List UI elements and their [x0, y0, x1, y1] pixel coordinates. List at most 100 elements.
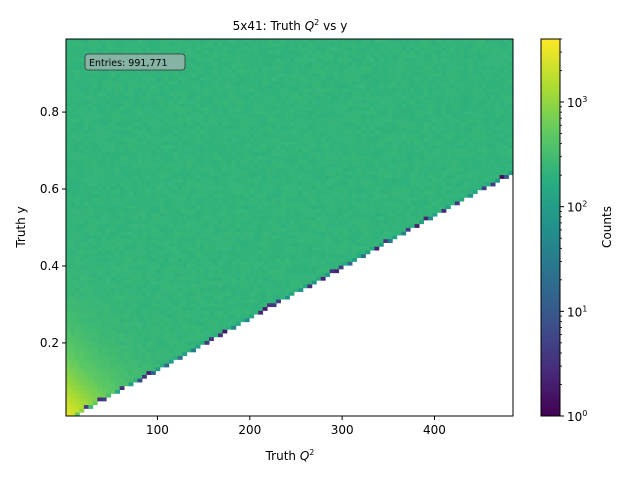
heatmap-cell — [124, 299, 129, 304]
heatmap-cell — [155, 216, 161, 221]
heatmap-cell — [338, 219, 344, 225]
heatmap-cell — [258, 125, 264, 130]
heatmap-cell — [155, 133, 161, 138]
heatmap-cell — [200, 170, 205, 176]
heatmap-cell — [285, 118, 290, 123]
heatmap-cell — [240, 208, 246, 213]
heatmap-cell — [253, 253, 259, 259]
heatmap-cell — [195, 155, 201, 161]
heatmap-cell — [150, 268, 156, 274]
heatmap-cell — [267, 106, 273, 112]
heatmap-cell — [97, 329, 103, 334]
heatmap-cell — [168, 110, 174, 115]
heatmap-cell — [276, 121, 281, 127]
heatmap-cell — [213, 333, 219, 338]
heatmap-cell — [329, 106, 335, 112]
heatmap-cell — [182, 118, 188, 123]
heatmap-cell — [74, 355, 80, 360]
heatmap-cell — [258, 197, 264, 202]
heatmap-cell — [200, 333, 205, 338]
heatmap-cell — [124, 223, 129, 228]
heatmap-cell — [280, 110, 286, 115]
heatmap-cell — [92, 69, 98, 74]
heatmap-cell — [92, 42, 98, 47]
heatmap-cell — [200, 91, 205, 96]
heatmap-cell — [133, 238, 138, 243]
heatmap-cell — [195, 291, 201, 296]
heatmap-cell — [329, 95, 335, 100]
heatmap-cell — [258, 103, 264, 108]
heatmap-cell — [74, 389, 80, 394]
heatmap-cell — [200, 99, 205, 104]
heatmap-cell — [217, 197, 223, 202]
heatmap-cell — [302, 186, 308, 191]
heatmap-cell — [124, 378, 129, 383]
heatmap-cell — [110, 174, 116, 179]
heatmap-cell — [164, 363, 170, 368]
heatmap-cell — [271, 69, 277, 74]
heatmap-cell — [137, 88, 143, 93]
heatmap-cell — [311, 238, 317, 243]
heatmap-cell — [182, 99, 188, 104]
heatmap-cell — [74, 137, 80, 142]
heatmap-cell — [249, 80, 255, 85]
heatmap-cell — [320, 84, 326, 89]
heatmap-cell — [119, 95, 125, 100]
heatmap-cell — [177, 125, 183, 130]
heatmap-cell — [164, 140, 170, 145]
heatmap-cell — [235, 272, 241, 277]
heatmap-cell — [285, 129, 290, 134]
heatmap-cell — [249, 99, 255, 104]
heatmap-cell — [271, 106, 277, 112]
heatmap-cell — [293, 110, 299, 115]
heatmap-cell — [124, 110, 129, 115]
heatmap-cell — [137, 325, 143, 330]
heatmap-cell — [141, 125, 147, 130]
heatmap-cell — [289, 152, 295, 157]
heatmap-cell — [124, 235, 129, 240]
heatmap-cell — [240, 99, 246, 104]
heatmap-cell — [97, 253, 103, 259]
heatmap-cell — [267, 216, 273, 221]
heatmap-cell — [88, 302, 94, 308]
heatmap-cell — [119, 325, 125, 330]
heatmap-cell — [213, 39, 219, 44]
heatmap-cell — [150, 155, 156, 161]
heatmap-cell — [83, 287, 89, 292]
heatmap-cell — [195, 238, 201, 243]
heatmap-cell — [334, 103, 340, 108]
heatmap-cell — [298, 152, 304, 157]
heatmap-cell — [177, 351, 183, 357]
heatmap-cell — [186, 65, 192, 70]
heatmap-cell — [235, 61, 241, 66]
heatmap-cell — [79, 118, 85, 123]
heatmap-cell — [106, 182, 112, 187]
heatmap-cell — [271, 42, 277, 47]
heatmap-cell — [146, 159, 152, 164]
heatmap-cell — [200, 65, 205, 70]
heatmap-cell — [293, 284, 299, 289]
heatmap-cell — [141, 276, 147, 281]
heatmap-cell — [168, 80, 174, 85]
heatmap-cell — [159, 272, 165, 277]
heatmap-cell — [217, 170, 223, 176]
heatmap-cell — [217, 227, 223, 232]
heatmap-cell — [213, 306, 219, 311]
heatmap-cell — [97, 242, 103, 247]
heatmap-cell — [66, 250, 71, 255]
heatmap-cell — [253, 197, 259, 202]
heatmap-cell — [92, 299, 98, 304]
heatmap-cell — [155, 261, 161, 266]
heatmap-cell — [128, 76, 134, 81]
heatmap-cell — [66, 317, 71, 323]
heatmap-cell — [213, 257, 219, 262]
heatmap-cell — [325, 242, 331, 247]
heatmap-cell — [133, 231, 138, 236]
heatmap-cell — [88, 378, 94, 383]
heatmap-cell — [240, 193, 246, 198]
heatmap-cell — [70, 227, 76, 232]
heatmap-cell — [200, 39, 205, 44]
heatmap-cell — [70, 54, 76, 59]
heatmap-cell — [146, 155, 152, 161]
heatmap-cell — [276, 276, 281, 281]
